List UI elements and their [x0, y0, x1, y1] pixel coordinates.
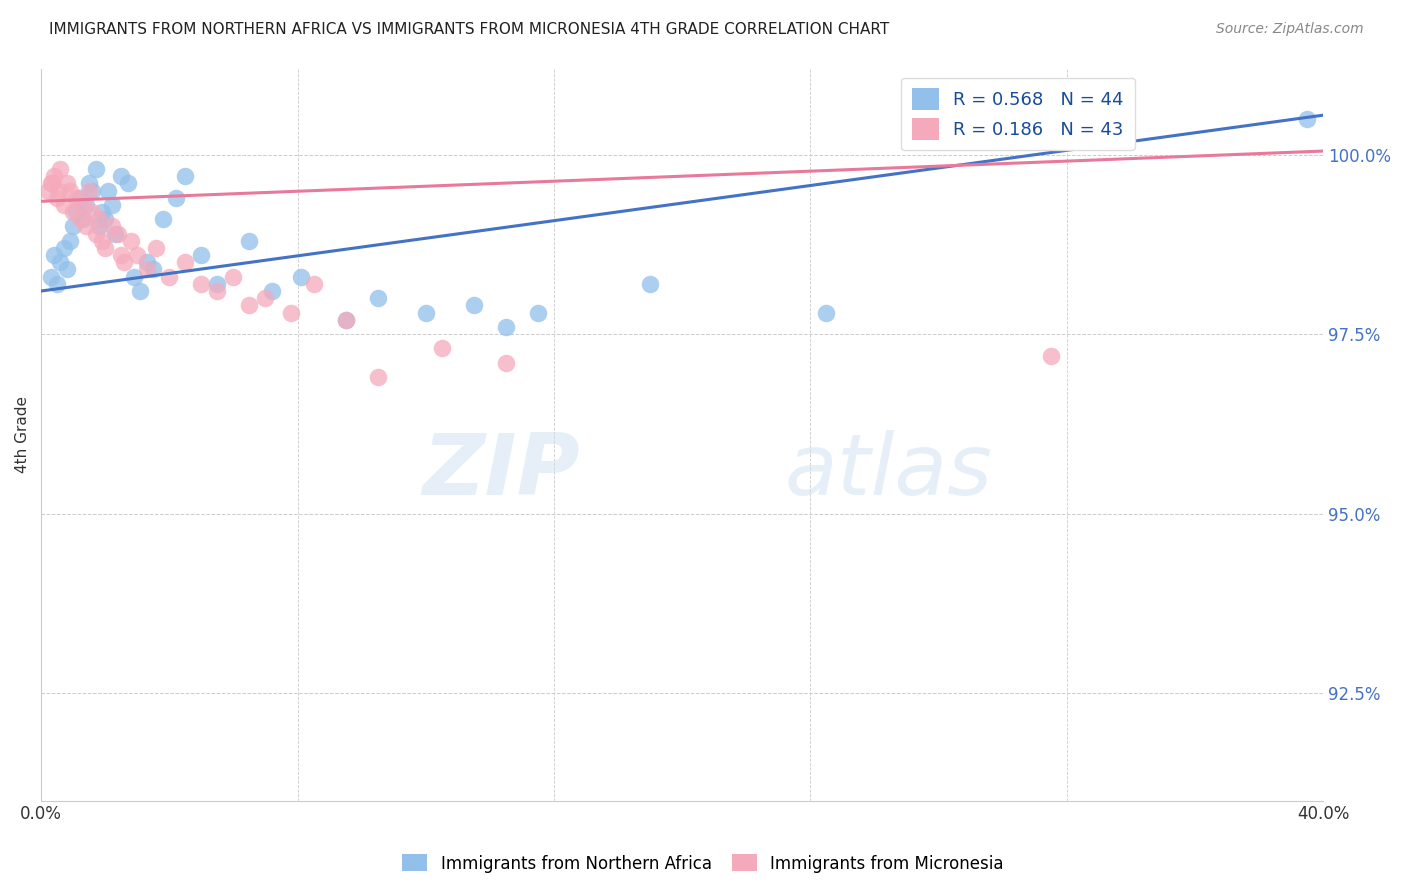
Point: [110, 169, 132, 184]
Point: [174, 255, 197, 269]
Point: [207, 284, 229, 298]
Point: [165, 191, 187, 205]
Point: [82, 205, 104, 219]
Point: [72, 198, 94, 212]
Point: [415, 305, 437, 319]
Text: Source: ZipAtlas.com: Source: ZipAtlas.com: [1216, 22, 1364, 37]
Point: [222, 269, 245, 284]
Point: [84, 227, 107, 241]
Point: [62, 219, 84, 234]
Point: [62, 205, 84, 219]
Point: [39, 269, 62, 284]
Point: [110, 248, 132, 262]
Point: [190, 248, 212, 262]
Point: [69, 191, 91, 205]
Point: [87, 212, 110, 227]
Point: [41, 177, 63, 191]
Point: [1296, 112, 1319, 126]
Point: [302, 277, 325, 291]
Point: [65, 191, 87, 205]
Point: [100, 219, 122, 234]
Point: [59, 184, 82, 198]
Point: [174, 169, 197, 184]
Point: [84, 161, 107, 176]
Point: [114, 255, 136, 269]
Point: [52, 241, 75, 255]
Point: [120, 234, 142, 248]
Point: [94, 241, 117, 255]
Point: [260, 284, 283, 298]
Point: [238, 234, 260, 248]
Point: [46, 191, 69, 205]
Point: [335, 312, 357, 326]
Point: [145, 241, 167, 255]
Point: [82, 184, 104, 198]
Point: [107, 227, 129, 241]
Point: [52, 198, 75, 212]
Point: [77, 184, 100, 198]
Point: [42, 248, 65, 262]
Point: [238, 298, 260, 312]
Point: [91, 205, 114, 219]
Point: [104, 227, 127, 241]
Point: [280, 305, 302, 319]
Point: [190, 277, 212, 291]
Point: [135, 262, 157, 277]
Point: [495, 319, 517, 334]
Point: [59, 234, 82, 248]
Point: [75, 198, 97, 212]
Point: [527, 305, 550, 319]
Text: IMMIGRANTS FROM NORTHERN AFRICA VS IMMIGRANTS FROM MICRONESIA 4TH GRADE CORRELAT: IMMIGRANTS FROM NORTHERN AFRICA VS IMMIG…: [49, 22, 890, 37]
Point: [94, 212, 117, 227]
Point: [87, 219, 110, 234]
Point: [100, 198, 122, 212]
Point: [49, 161, 72, 176]
Point: [463, 298, 485, 312]
Point: [129, 284, 152, 298]
Point: [69, 212, 91, 227]
Point: [117, 177, 139, 191]
Point: [127, 248, 149, 262]
Point: [290, 269, 312, 284]
Point: [142, 262, 165, 277]
Point: [638, 277, 661, 291]
Point: [46, 277, 69, 291]
Y-axis label: 4th Grade: 4th Grade: [15, 396, 30, 473]
Point: [430, 342, 453, 356]
Point: [65, 205, 87, 219]
Point: [48, 184, 70, 198]
Point: [207, 277, 229, 291]
Point: [152, 212, 174, 227]
Point: [55, 177, 77, 191]
Point: [367, 370, 389, 384]
Point: [91, 234, 114, 248]
Point: [335, 312, 357, 326]
Point: [77, 177, 100, 191]
Point: [72, 212, 94, 227]
Point: [135, 255, 157, 269]
Point: [42, 169, 65, 184]
Point: [37, 184, 59, 198]
Point: [49, 255, 72, 269]
Point: [157, 269, 180, 284]
Point: [75, 219, 97, 234]
Text: ZIP: ZIP: [422, 430, 579, 513]
Point: [495, 356, 517, 370]
Legend: Immigrants from Northern Africa, Immigrants from Micronesia: Immigrants from Northern Africa, Immigra…: [395, 847, 1011, 880]
Point: [1039, 349, 1062, 363]
Point: [55, 262, 77, 277]
Point: [815, 305, 838, 319]
Point: [367, 291, 389, 305]
Text: atlas: atlas: [785, 430, 993, 513]
Point: [254, 291, 277, 305]
Point: [122, 269, 145, 284]
Point: [39, 177, 62, 191]
Point: [97, 184, 120, 198]
Legend: R = 0.568   N = 44, R = 0.186   N = 43: R = 0.568 N = 44, R = 0.186 N = 43: [901, 78, 1135, 151]
